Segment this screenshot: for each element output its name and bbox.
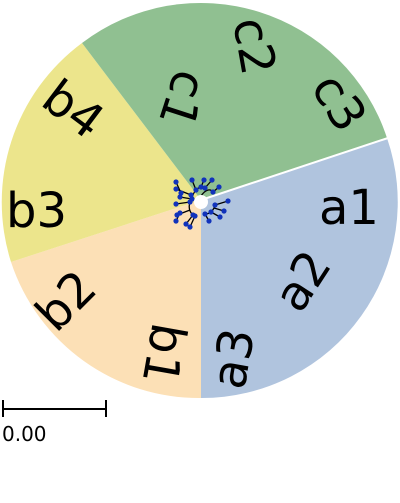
sector-separator <box>200 137 389 201</box>
tree-node <box>217 214 223 220</box>
tree-node <box>225 198 231 204</box>
tree-node <box>202 211 208 217</box>
tree-node <box>216 184 222 190</box>
tree-node <box>173 201 179 207</box>
tree-node <box>178 190 184 196</box>
scale-bar <box>2 400 107 417</box>
tree-node <box>193 187 199 193</box>
label-a1: a1 <box>319 180 379 236</box>
tree-node <box>177 210 183 216</box>
sector-a <box>201 138 398 399</box>
center-marker <box>194 195 208 209</box>
sector-b <box>11 200 201 399</box>
tree-node <box>187 224 193 230</box>
scale-bar-label: 0.00 <box>2 422 47 446</box>
tree-node <box>173 218 179 224</box>
sector-c <box>82 2 387 201</box>
tree-node <box>212 202 218 208</box>
tree-node <box>202 185 208 191</box>
tree-node <box>187 199 193 205</box>
tree-node <box>189 177 195 183</box>
tree-node <box>188 192 194 198</box>
tree-node <box>190 212 196 218</box>
tree-node <box>210 189 216 195</box>
tree-node <box>183 221 189 227</box>
tree-node <box>177 194 183 200</box>
tree-node <box>206 218 212 224</box>
label-c2: c2 <box>221 13 286 79</box>
tree-node <box>208 209 214 215</box>
tree-node <box>209 177 215 183</box>
tree-node <box>221 208 227 214</box>
tree-node <box>173 186 179 192</box>
label-a3: a3 <box>201 324 267 393</box>
tree-nodes <box>173 177 231 230</box>
tree-node <box>201 177 207 183</box>
tree-node <box>173 179 179 185</box>
tree-node <box>198 184 204 190</box>
label-b1: b1 <box>131 319 197 389</box>
sector-b-upper <box>1 43 202 262</box>
label-b3: b3 <box>6 183 67 239</box>
